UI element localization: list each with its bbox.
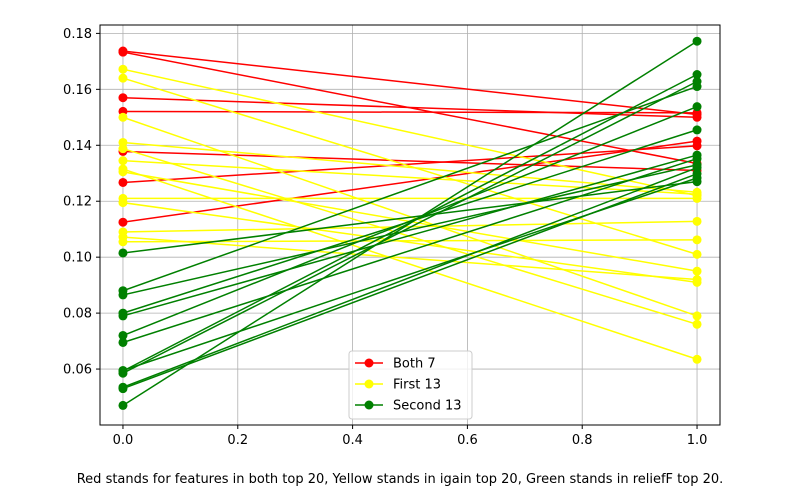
series-line bbox=[122, 40, 698, 407]
series-line bbox=[122, 168, 698, 360]
series-line bbox=[122, 164, 698, 296]
series-group bbox=[118, 36, 702, 410]
data-point bbox=[118, 400, 128, 410]
data-point bbox=[118, 177, 128, 187]
y-tick-label: 0.12 bbox=[63, 195, 92, 210]
data-point bbox=[692, 249, 702, 259]
series-line bbox=[122, 145, 698, 184]
series-line bbox=[122, 239, 698, 243]
series-line bbox=[122, 50, 698, 116]
series-line bbox=[122, 157, 698, 344]
series-line bbox=[122, 201, 698, 284]
data-point bbox=[118, 330, 128, 340]
data-point bbox=[118, 112, 128, 122]
data-point bbox=[118, 365, 128, 375]
series-line bbox=[122, 236, 698, 281]
series-line bbox=[122, 77, 698, 256]
data-point bbox=[118, 237, 128, 247]
data-point bbox=[692, 136, 702, 146]
x-tick-label: 0.0 bbox=[113, 433, 134, 448]
y-tick-label: 0.08 bbox=[63, 307, 92, 322]
series-line bbox=[122, 150, 698, 172]
data-point bbox=[118, 337, 128, 347]
data-point bbox=[692, 70, 702, 80]
data-point bbox=[692, 275, 702, 285]
x-tick-label: 0.4 bbox=[342, 433, 363, 448]
chart: 0.0 0.2 0.4 0.6 0.8 1.0 0.060.080.100.120.140… bbox=[63, 24, 721, 448]
data-point bbox=[692, 216, 702, 226]
y-tick-label: 0.16 bbox=[63, 83, 92, 98]
data-point bbox=[692, 77, 702, 87]
data-point bbox=[692, 163, 702, 173]
legend-label: Both 7 bbox=[393, 357, 436, 372]
legend-box bbox=[348, 350, 473, 420]
legend-marker bbox=[364, 400, 374, 410]
data-point bbox=[692, 319, 702, 329]
x-tick-label: 0.2 bbox=[227, 433, 248, 448]
y-tick-label: 0.10 bbox=[63, 251, 92, 266]
data-point bbox=[118, 311, 128, 321]
data-point bbox=[692, 125, 702, 135]
data-point bbox=[118, 167, 128, 177]
series-line bbox=[122, 177, 698, 372]
series-group bbox=[118, 64, 702, 364]
data-point bbox=[118, 93, 128, 103]
data-point bbox=[692, 235, 702, 245]
data-point bbox=[118, 73, 128, 83]
legend-marker bbox=[364, 379, 374, 389]
series-line bbox=[122, 110, 698, 114]
series bbox=[118, 36, 702, 410]
data-point bbox=[692, 193, 702, 203]
x-tick-label: 0.8 bbox=[572, 433, 593, 448]
data-point bbox=[692, 354, 702, 364]
series-line bbox=[122, 147, 698, 326]
data-point bbox=[118, 156, 128, 166]
x-tick-label: 0.6 bbox=[457, 433, 478, 448]
data-point bbox=[118, 290, 128, 300]
data-point bbox=[692, 173, 702, 183]
data-point bbox=[692, 36, 702, 46]
data-point bbox=[692, 108, 702, 118]
caption: Red stands for features in both top 20, … bbox=[76, 472, 724, 487]
data-point bbox=[118, 198, 128, 208]
y-axis: 0.06 0.08 0.10 0.12 0.14 0.16 0.18 bbox=[63, 27, 100, 378]
y-tick-label: 0.06 bbox=[63, 363, 92, 378]
data-point bbox=[118, 217, 128, 227]
series-line bbox=[122, 166, 698, 388]
data-point bbox=[118, 137, 128, 147]
plot-frame bbox=[99, 24, 721, 426]
data-point bbox=[118, 248, 128, 258]
series-line bbox=[122, 154, 698, 317]
data-point bbox=[692, 266, 702, 276]
data-point bbox=[118, 64, 128, 74]
data-point bbox=[118, 384, 128, 394]
series-line bbox=[122, 105, 698, 337]
series-line bbox=[122, 140, 698, 223]
legend-marker bbox=[364, 358, 374, 368]
series-line bbox=[122, 80, 698, 374]
x-axis: 0.0 0.2 0.4 0.6 0.8 1.0 bbox=[113, 425, 708, 448]
series-line bbox=[122, 180, 698, 254]
y-tick-label: 0.18 bbox=[63, 27, 92, 42]
legend: Both 7 First 13 Second 13 bbox=[348, 350, 473, 420]
data-point bbox=[692, 154, 702, 164]
data-point bbox=[118, 47, 128, 57]
y-tick-label: 0.14 bbox=[63, 139, 92, 154]
data-point bbox=[118, 144, 128, 154]
series-line bbox=[122, 141, 698, 194]
series-line bbox=[122, 85, 698, 292]
series-line bbox=[122, 96, 698, 119]
legend-label: First 13 bbox=[393, 378, 441, 393]
data-point bbox=[692, 311, 702, 321]
series-line bbox=[122, 68, 698, 197]
legend-label: Second 13 bbox=[393, 399, 462, 414]
x-tick-label: 1.0 bbox=[687, 433, 708, 448]
data-point bbox=[692, 102, 702, 112]
